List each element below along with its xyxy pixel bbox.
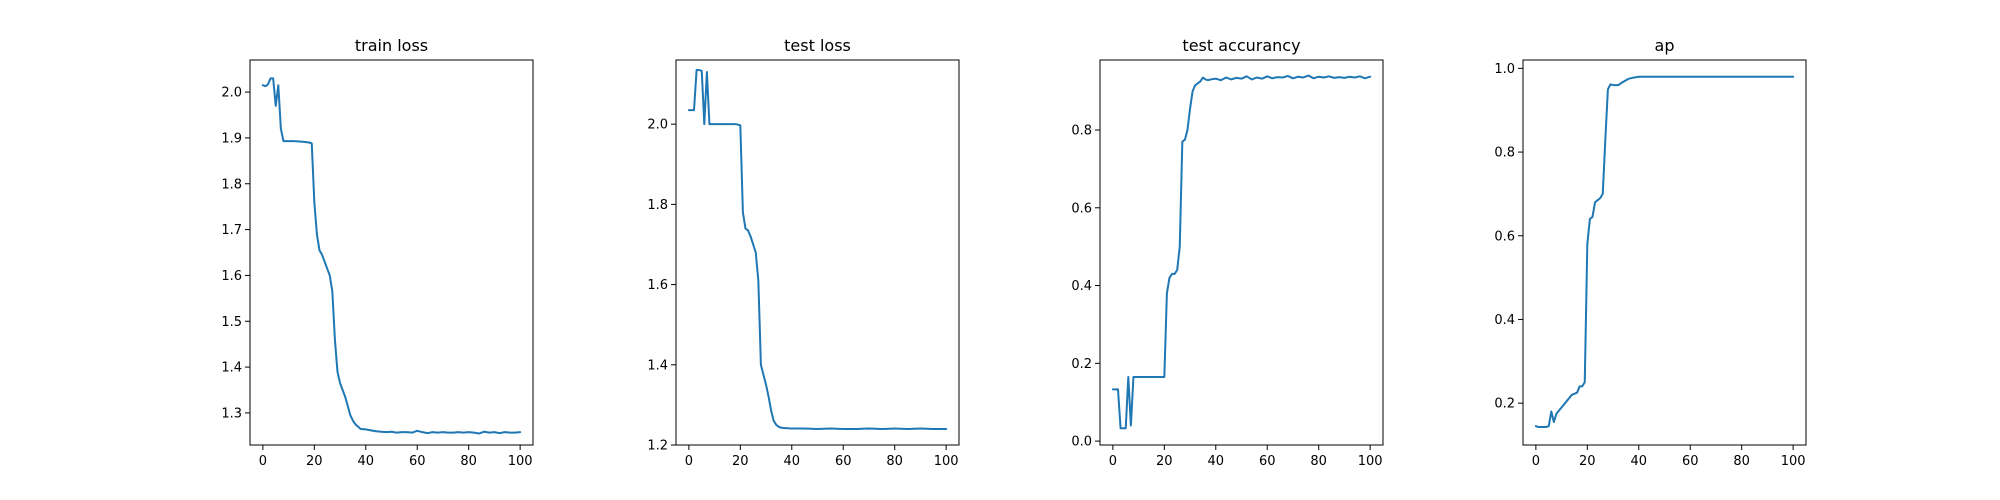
test-loss-y-tick-label: 1.8 bbox=[647, 198, 668, 213]
train-loss-x-tick-label: 40 bbox=[357, 454, 374, 469]
ap-chart: ap 0 20 40 60 80 100 0.2 0.4 0.6 0.8 1.0 bbox=[1494, 36, 1807, 469]
test-accurancy-x-tick-label: 60 bbox=[1259, 454, 1276, 469]
test-loss-y-tick-label: 1.6 bbox=[647, 278, 668, 293]
ap-y-tick-label: 0.2 bbox=[1494, 397, 1515, 412]
test-loss-series-line bbox=[687, 69, 948, 430]
test-accurancy-x-tick-label: 40 bbox=[1207, 454, 1224, 469]
test-accurancy-title: test accurancy bbox=[1182, 36, 1300, 55]
ap-x-tick-label: 20 bbox=[1579, 454, 1596, 469]
ap-x-tick-label: 60 bbox=[1682, 454, 1699, 469]
train-loss-x-tick-label: 20 bbox=[306, 454, 323, 469]
ap-x-tick-label: 0 bbox=[1532, 454, 1540, 469]
ap-x-tick-label: 80 bbox=[1733, 454, 1750, 469]
ap-y-tick-label: 1.0 bbox=[1494, 62, 1515, 77]
test-accurancy-y-tick-label: 0.0 bbox=[1071, 435, 1092, 450]
train-loss-y-tick-label: 1.6 bbox=[221, 269, 242, 284]
test-accurancy-x-tick-label: 0 bbox=[1109, 454, 1117, 469]
train-loss-plot-frame bbox=[249, 59, 534, 446]
train-loss-x-tick-label: 60 bbox=[409, 454, 426, 469]
train-loss-x-tick-label: 0 bbox=[259, 454, 267, 469]
ap-y-tick-label: 0.6 bbox=[1494, 229, 1515, 244]
test-accurancy-y-tick-label: 0.4 bbox=[1071, 279, 1092, 294]
test-loss-y-tick-label: 2.0 bbox=[647, 118, 668, 133]
test-loss-plot-frame bbox=[675, 59, 960, 446]
ap-title: ap bbox=[1655, 36, 1675, 55]
test-loss-title: test loss bbox=[784, 36, 851, 55]
ap-y-tick-label: 0.4 bbox=[1494, 313, 1515, 328]
test-accurancy-x-tick-label: 80 bbox=[1310, 454, 1327, 469]
test-accurancy-y-tick-label: 0.6 bbox=[1071, 201, 1092, 216]
train-loss-x-tick-label: 80 bbox=[460, 454, 477, 469]
test-accurancy-y-tick-label: 0.2 bbox=[1071, 357, 1092, 372]
train-loss-x-tick-label: 100 bbox=[508, 454, 533, 469]
test-accurancy-x-tick-label: 100 bbox=[1358, 454, 1383, 469]
train-loss-y-tick-label: 1.8 bbox=[221, 177, 242, 192]
ap-x-tick-label: 100 bbox=[1781, 454, 1806, 469]
ap-series-line bbox=[1534, 75, 1795, 429]
test-loss-y-tick-label: 1.2 bbox=[647, 439, 668, 454]
test-loss-x-tick-label: 80 bbox=[886, 454, 903, 469]
test-loss-x-tick-label: 0 bbox=[685, 454, 693, 469]
ap-y-tick-label: 0.8 bbox=[1494, 146, 1515, 161]
train-loss-y-tick-label: 1.3 bbox=[221, 406, 242, 421]
test-accurancy-y-tick-label: 0.8 bbox=[1071, 124, 1092, 139]
test-accurancy-x-tick-label: 20 bbox=[1156, 454, 1173, 469]
test-loss-y-tick-label: 1.4 bbox=[647, 358, 668, 373]
test-loss-chart: test loss 0 20 40 60 80 100 1.2 1.4 1.6 1.8 2.0 bbox=[647, 36, 960, 469]
test-loss-x-tick-label: 20 bbox=[732, 454, 749, 469]
test-loss-x-tick-label: 40 bbox=[783, 454, 800, 469]
ap-x-tick-label: 40 bbox=[1630, 454, 1647, 469]
train-loss-series-line bbox=[261, 77, 522, 435]
train-loss-y-tick-label: 2.0 bbox=[221, 86, 242, 101]
train-loss-y-tick-label: 1.7 bbox=[221, 223, 242, 238]
train-loss-chart: train loss 0 20 40 60 80 100 1.3 1.4 1.5 1.6 1.7 1.8… bbox=[221, 36, 534, 469]
ap-plot-frame bbox=[1522, 59, 1807, 446]
test-loss-x-tick-label: 60 bbox=[835, 454, 852, 469]
test-accurancy-series-line bbox=[1111, 74, 1372, 430]
train-loss-y-tick-label: 1.4 bbox=[221, 361, 242, 376]
train-loss-title: train loss bbox=[355, 36, 428, 55]
test-accurancy-plot-frame bbox=[1099, 59, 1384, 446]
train-loss-y-tick-label: 1.9 bbox=[221, 131, 242, 146]
train-loss-y-tick-label: 1.5 bbox=[221, 315, 242, 330]
test-loss-x-tick-label: 100 bbox=[934, 454, 959, 469]
test-accurancy-chart: test accurancy 0 20 40 60 80 100 0.0 0.2 0.4 0.6 0.… bbox=[1071, 36, 1384, 469]
